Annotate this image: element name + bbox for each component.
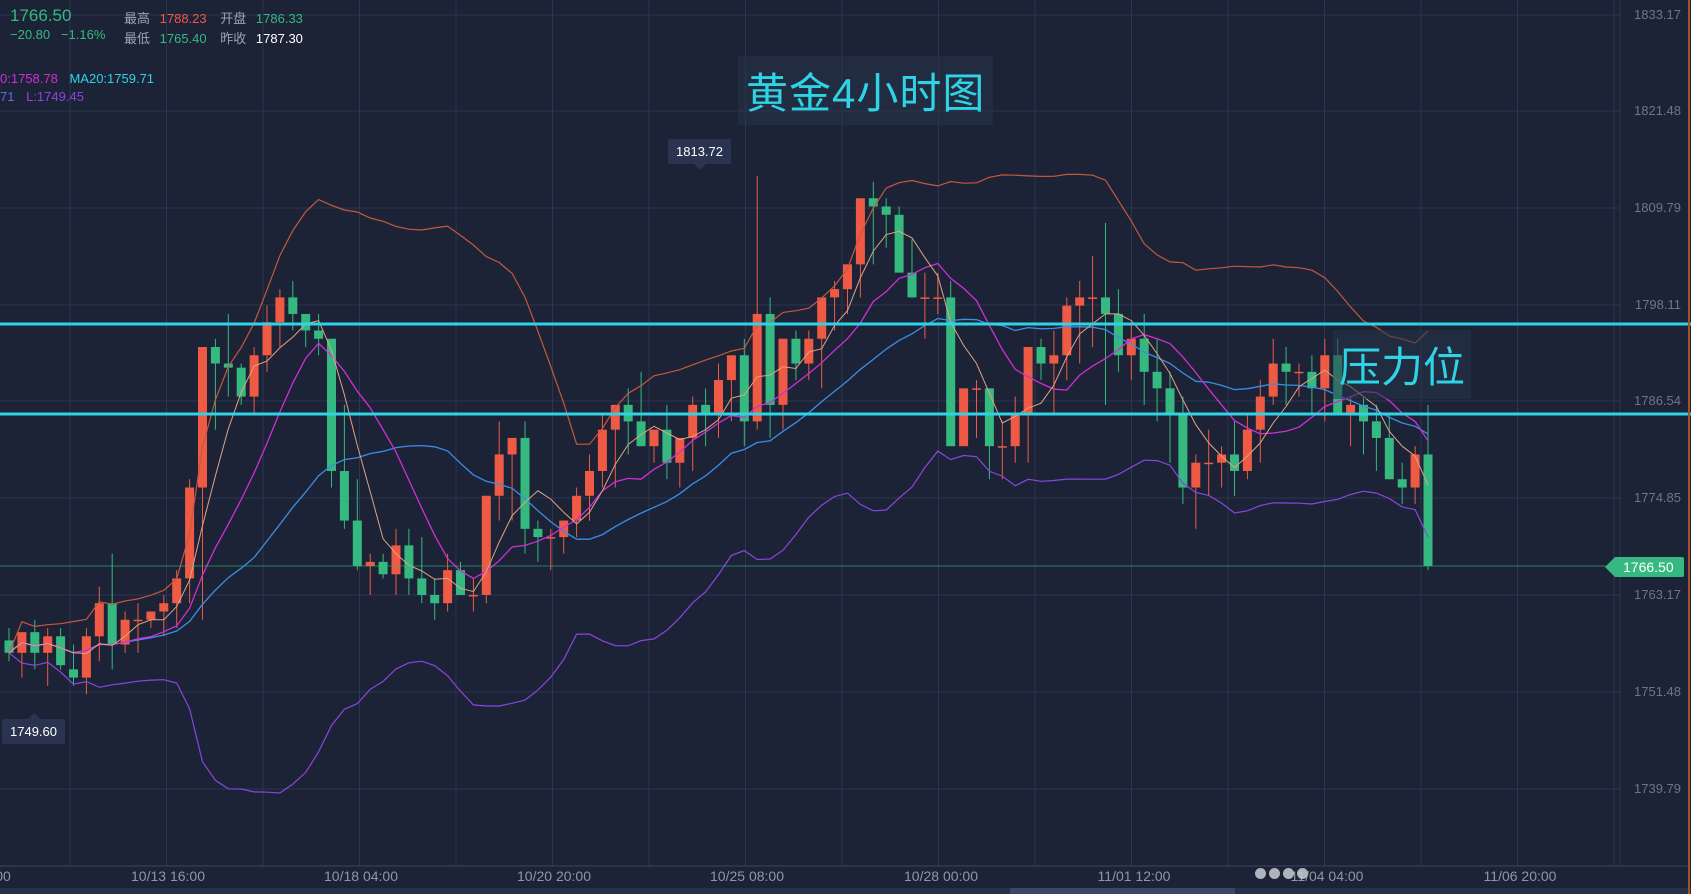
time-scrollbar-thumb[interactable]: [1010, 888, 1235, 894]
y-tick: 1763.17: [1634, 587, 1681, 602]
time-scrollbar-track[interactable]: [0, 888, 1691, 894]
y-tick: 1798.11: [1634, 297, 1681, 312]
max-price-label: 1813.72: [668, 139, 731, 170]
low-label: 最低: [124, 31, 151, 46]
x-tick: 10/18 04:00: [324, 868, 398, 884]
x-tick: 11/04 04:00: [1290, 868, 1364, 884]
y-tick: 1774.85: [1634, 490, 1681, 505]
min-price-label: 1749.60: [2, 713, 65, 744]
prev-close-label: 昨收: [220, 31, 247, 46]
high-row: 最高 1788.23 开盘 1786.33: [124, 8, 303, 27]
x-tick: 10/20 20:00: [517, 868, 591, 884]
high-label: 最高: [124, 11, 151, 26]
boll-lower-legend: L:1749.45: [26, 89, 84, 104]
ma20-legend: MA20:1759.71: [69, 71, 155, 86]
low-value: 1765.40: [159, 31, 207, 46]
low-row: 最低 1765.40 昨收 1787.30: [124, 28, 303, 47]
right-border: [1688, 0, 1690, 894]
change-percent: −1.16%: [60, 27, 106, 42]
y-tick: 1751.48: [1634, 684, 1681, 699]
open-label: 开盘: [220, 11, 247, 26]
x-tick: 10/28 00:00: [904, 868, 978, 884]
price-change: −20.80 −1.16%: [10, 27, 105, 42]
y-tick: 1821.48: [1634, 103, 1681, 118]
x-tick: 11/06 20:00: [1483, 868, 1557, 884]
y-tick: 1739.79: [1634, 781, 1681, 796]
last-price: 1766.50: [10, 6, 72, 25]
y-tick: 1809.79: [1634, 200, 1681, 215]
high-value: 1788.23: [159, 11, 207, 26]
resistance-label: 压力位: [1333, 330, 1472, 399]
ma-legend: 0:1758.78 MA20:1759.71: [0, 71, 154, 86]
boll-mid-legend: 71: [0, 89, 15, 104]
prev-close-value: 1787.30: [255, 31, 303, 46]
y-tick: 1786.54: [1634, 393, 1681, 408]
y-tick: 1833.17: [1634, 7, 1681, 22]
x-tick: 00: [0, 868, 11, 884]
x-tick: 10/25 08:00: [710, 868, 784, 884]
chart-title: 黄金4小时图: [738, 56, 994, 125]
current-price-tag: 1766.50: [1605, 557, 1684, 577]
x-tick: 10/13 16:00: [131, 868, 205, 884]
open-value: 1786.33: [255, 11, 303, 26]
ma10-legend: 0:1758.78: [0, 71, 58, 86]
loading-dots-icon: [1255, 868, 1308, 879]
boll-legend: 71 L:1749.45: [0, 89, 84, 104]
change-value: −20.80: [10, 27, 51, 42]
x-tick: 11/01 12:00: [1097, 868, 1171, 884]
